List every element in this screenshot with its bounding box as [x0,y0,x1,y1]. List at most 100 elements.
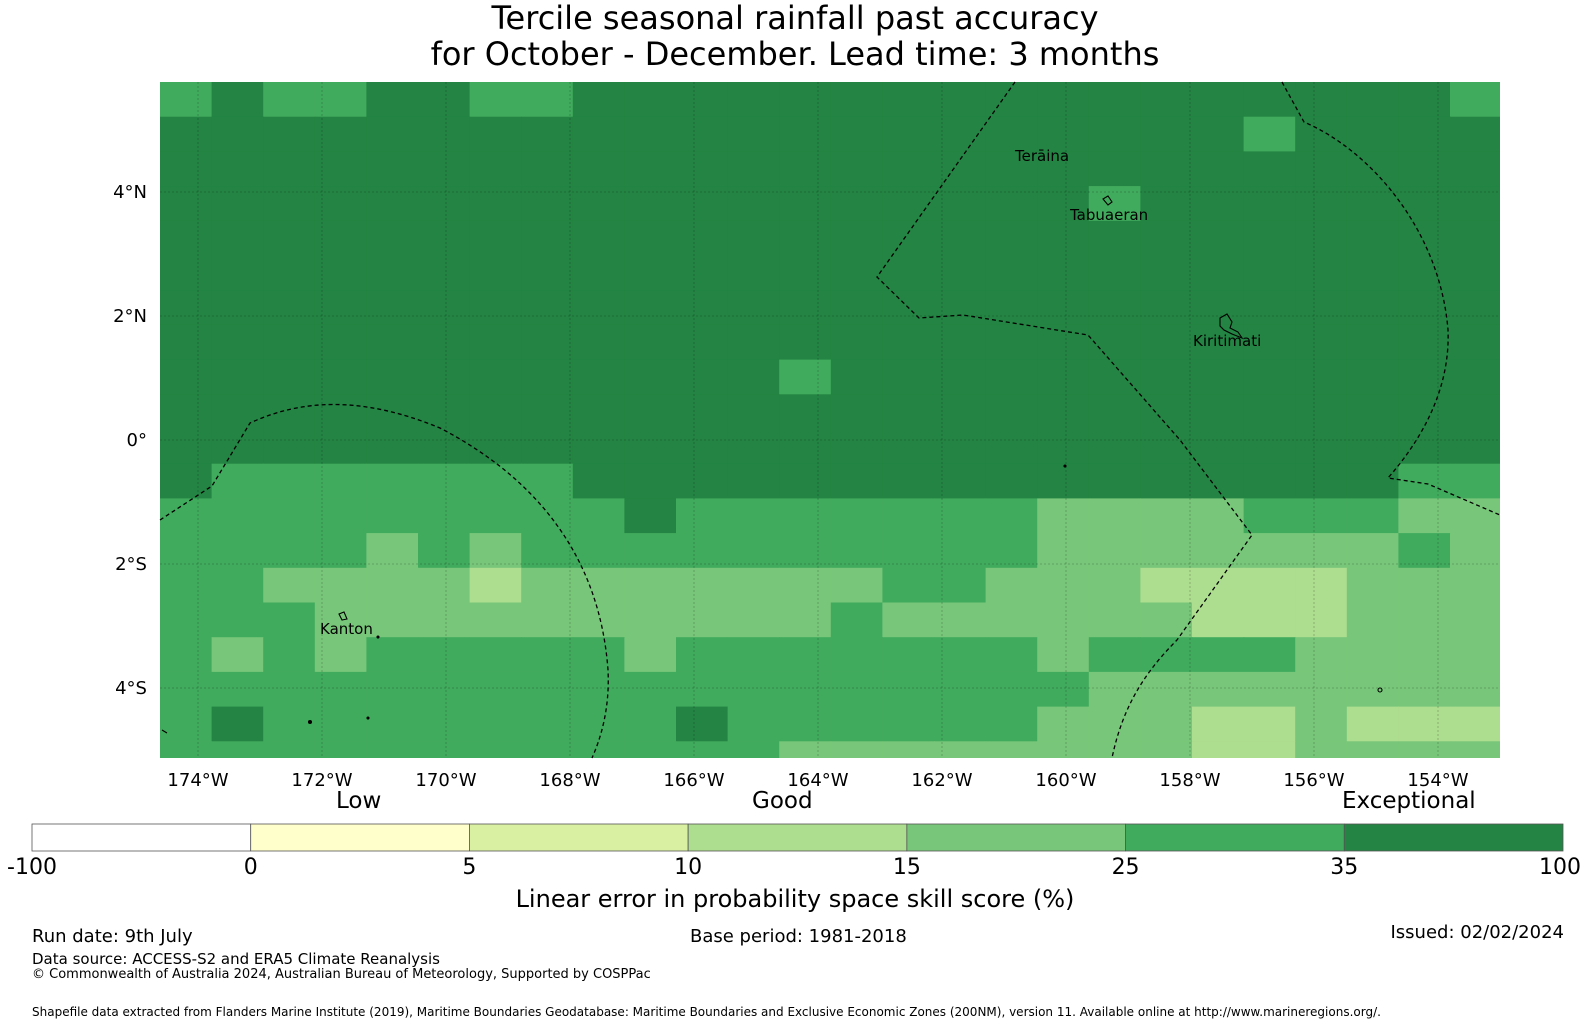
island-shapes [161,195,1383,734]
skill-cell [1088,741,1141,758]
skill-cell [1450,463,1500,499]
skill-cell [418,671,471,708]
longitude-tick-label: 156°W [1283,770,1344,791]
skill-cell [572,498,625,534]
skill-cell [779,533,832,569]
skill-cell [1450,359,1500,395]
skill-cell [160,324,213,361]
skill-cell [1398,359,1451,395]
skill-cell [521,637,574,673]
map-title-line-2: for October - December. Lead time: 3 mon… [430,35,1160,73]
skill-cell [624,463,677,499]
skill-cell [676,82,729,118]
skill-cell [211,463,264,499]
skill-cell [624,567,677,604]
skill-cell [624,671,677,708]
skill-cell [1088,359,1141,395]
skill-cell [830,359,883,395]
skill-cell [160,255,213,291]
skill-cell [1243,151,1296,187]
skill-cell [521,533,574,569]
skill-cell [1037,463,1090,499]
skill-cell [572,429,625,465]
place-label-teraina: Terāina [1014,147,1069,165]
skill-cell [1140,533,1193,569]
skill-cell [1037,567,1090,604]
category-good: Good [752,788,813,814]
colorbar-tick-label: 25 [1112,855,1140,880]
skill-cell [1192,359,1245,395]
skill-cell [676,741,729,758]
shapefile-credit: Shapefile data extracted from Flanders M… [32,1005,1381,1019]
skill-cell [1140,602,1193,638]
skill-cell [624,741,677,758]
skill-cell [160,741,213,758]
latitude-tick-label: 0° [127,430,147,451]
skill-cell [314,602,367,638]
skill-cell [934,151,987,187]
skill-cell [624,324,677,361]
colorbar-segment [250,823,470,852]
skill-cell [676,463,729,499]
skill-cell [727,741,780,758]
skill-cell [882,533,935,569]
skill-cell [263,602,316,638]
skill-cell [521,463,574,499]
skill-cell [263,116,316,152]
skill-cell [160,186,213,222]
skill-cell [1088,151,1141,187]
skill-cell [211,324,264,361]
skill-cell [572,255,625,291]
skill-cell [1140,706,1193,742]
skill-cell [1192,498,1245,534]
skill-cell [624,82,677,118]
skill-cell [418,637,471,673]
colorbar-tick-label: 5 [462,855,476,880]
skill-cell [1037,324,1090,361]
skill-cell [572,602,625,638]
skill-cell [985,429,1038,465]
skill-cell [676,429,729,465]
skill-cell [1450,290,1500,326]
skill-cell [1037,498,1090,534]
eez-boundary-kiribati-line-north [876,81,1253,759]
skill-cell [727,359,780,395]
skill-cell [1243,394,1296,430]
skill-cell [830,151,883,187]
skill-cell [934,567,987,604]
longitude-tick-label: 166°W [663,770,724,791]
skill-cell [727,637,780,673]
skill-cell [469,429,522,465]
skill-cell [469,602,522,638]
skill-cell [1295,706,1348,742]
skill-cell [263,290,316,326]
skill-cell [934,637,987,673]
skill-cell [1346,359,1399,395]
skill-cell [418,324,471,361]
skill-cell [211,429,264,465]
skill-cell [521,220,574,257]
skill-cell [676,671,729,708]
skill-cell [211,82,264,118]
skill-cell [882,324,935,361]
skill-cell [1450,706,1500,742]
skill-cell [1037,533,1090,569]
skill-cell [1140,671,1193,708]
skill-cell [572,741,625,758]
skill-cell [1398,741,1451,758]
skill-cell [1243,741,1296,758]
colorbar-tick-label: 35 [1330,855,1358,880]
skill-cell [882,394,935,430]
skill-cell [1037,394,1090,430]
skill-cell [985,706,1038,742]
skill-cell [1398,220,1451,257]
skill-cell [314,394,367,430]
skill-cell [1140,429,1193,465]
skill-cell [882,637,935,673]
skill-cell [1295,359,1348,395]
skill-cell [572,671,625,708]
skill-cell [985,394,1038,430]
skill-cell [1192,463,1245,499]
skill-cell [366,741,419,758]
skill-cell [727,324,780,361]
